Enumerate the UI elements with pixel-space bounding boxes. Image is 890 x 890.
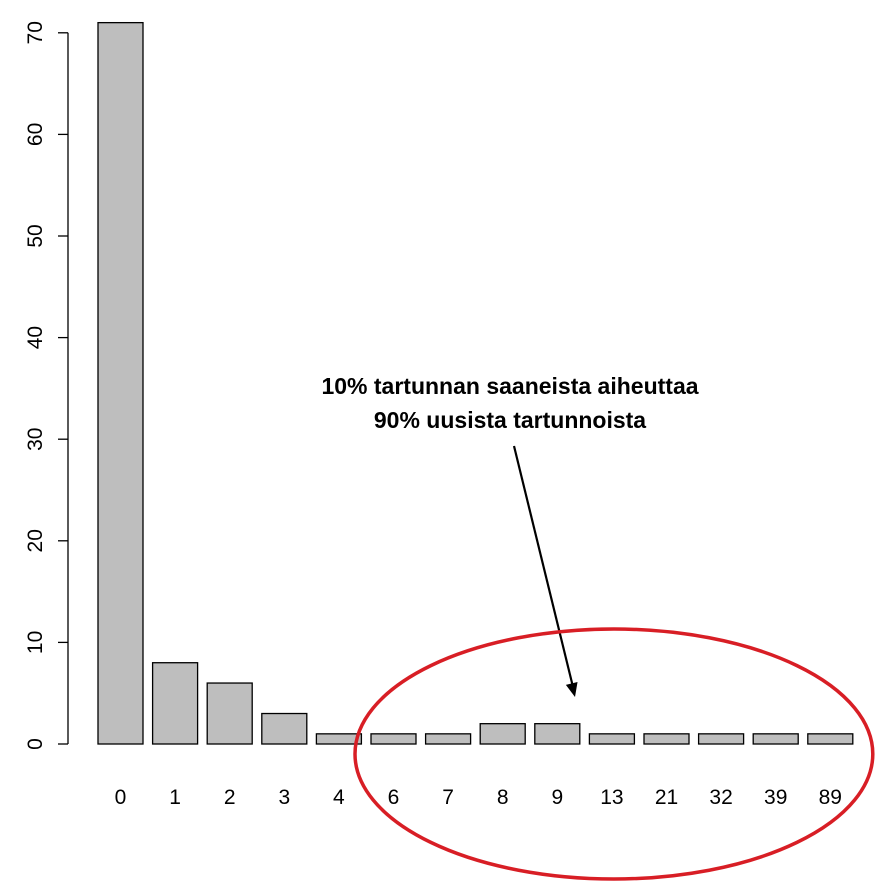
x-tick-label: 39 <box>764 786 787 809</box>
x-tick-label: 89 <box>819 786 842 809</box>
y-tick-label: 70 <box>24 21 47 44</box>
bar-13 <box>588 733 636 745</box>
bar-2 <box>206 682 253 745</box>
x-tick-label: 9 <box>551 786 563 809</box>
y-tick-label: 40 <box>24 326 47 349</box>
x-tick-label: 0 <box>115 786 127 809</box>
annotation-line-2: 90% uusista tartunnoista <box>374 407 646 433</box>
annotation-line-1: 10% tartunnan saaneista aiheuttaa <box>321 373 698 399</box>
bar-8 <box>479 723 526 745</box>
bar-1 <box>151 662 199 745</box>
bar-0 <box>97 21 144 745</box>
y-tick-label: 60 <box>24 123 47 146</box>
arrow-head <box>565 681 578 697</box>
highlight-ellipse <box>353 627 875 881</box>
annotations: 10% tartunnan saaneista aiheuttaa 90% uu… <box>321 373 875 881</box>
bar-7 <box>424 733 472 745</box>
y-tick-label: 30 <box>24 428 47 451</box>
y-tick-label: 20 <box>24 529 47 552</box>
bar-9 <box>534 723 581 745</box>
x-axis-labels: 0 1 2 3 4 6 7 8 9 13 21 32 39 89 <box>115 786 842 809</box>
bar-21 <box>643 733 690 745</box>
x-tick-label: 3 <box>278 786 290 809</box>
bar-39 <box>752 733 799 745</box>
y-tick-label: 0 <box>24 738 47 750</box>
x-tick-label: 21 <box>655 786 678 809</box>
bar-89 <box>807 733 854 745</box>
y-tick-label: 10 <box>24 631 47 654</box>
x-tick-label: 32 <box>709 786 732 809</box>
x-tick-label: 4 <box>333 786 345 809</box>
annotation-arrow <box>512 445 578 697</box>
arrow-shaft <box>512 445 575 688</box>
x-tick-label: 7 <box>442 786 454 809</box>
x-tick-label: 8 <box>497 786 509 809</box>
bar-32 <box>697 733 745 745</box>
bar-3 <box>261 712 308 745</box>
x-tick-label: 2 <box>224 786 236 809</box>
bars <box>97 21 854 745</box>
y-tick-label: 50 <box>24 224 47 247</box>
bar-4 <box>315 733 363 745</box>
x-tick-label: 13 <box>600 786 623 809</box>
x-tick-label: 1 <box>169 786 181 809</box>
bar-6 <box>370 733 417 745</box>
x-tick-label: 6 <box>388 786 400 809</box>
y-axis: 0 10 20 30 40 50 60 70 <box>24 21 69 750</box>
